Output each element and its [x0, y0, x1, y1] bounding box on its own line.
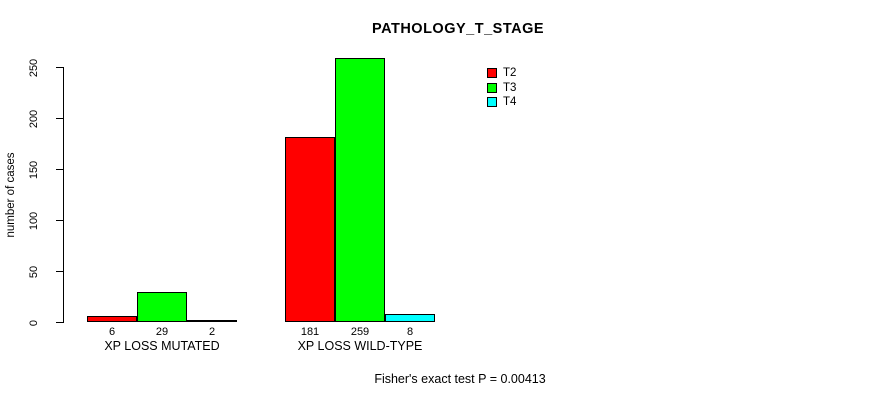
legend-row-t2: T2 [487, 66, 516, 81]
category-label-1: XP LOSS WILD-TYPE [297, 339, 423, 353]
legend-row-t3: T3 [487, 81, 516, 96]
legend-swatch-t3 [487, 82, 497, 93]
y-tick-label: 200 [28, 109, 40, 128]
legend-label: T3 [503, 81, 517, 94]
y-tick-label: 100 [28, 211, 40, 230]
y-tick-label: 150 [28, 160, 40, 179]
bar-t2-0 [87, 316, 137, 322]
y-axis-title: number of cases [5, 152, 17, 238]
bar-t3-0 [137, 292, 187, 322]
y-tick-mark [56, 271, 63, 272]
bar-value-label: 6 [108, 326, 116, 338]
bar-t4-0 [187, 320, 237, 322]
y-axis-line [63, 67, 64, 323]
y-tick-label: 250 [28, 58, 40, 77]
bar-value-label: 29 [155, 326, 169, 338]
legend-swatch-t4 [487, 97, 497, 108]
y-tick-mark [56, 169, 63, 170]
y-tick-label: 0 [28, 319, 40, 326]
bar-value-label: 181 [300, 326, 320, 338]
bar-value-label: 259 [350, 326, 370, 338]
y-tick-mark [56, 118, 63, 119]
legend-row-t4: T4 [487, 95, 516, 110]
legend-swatch-t2 [487, 68, 497, 79]
y-tick-label: 50 [28, 265, 40, 278]
chart-title: PATHOLOGY_T_STAGE [371, 21, 545, 37]
legend: T2 T3 T4 [487, 66, 516, 110]
legend-label: T4 [503, 96, 517, 109]
footnote-text: Fisher's exact test P = 0.00413 [374, 372, 546, 386]
bar-t2-1 [285, 137, 335, 322]
y-tick-mark [56, 220, 63, 221]
bar-value-label: 8 [406, 326, 414, 338]
y-tick-mark [56, 67, 63, 68]
bar-value-label: 2 [208, 326, 216, 338]
legend-label: T2 [503, 67, 517, 80]
bar-t4-1 [385, 314, 435, 322]
y-tick-mark [56, 322, 63, 323]
bar-t3-1 [335, 58, 385, 322]
category-label-0: XP LOSS MUTATED [104, 339, 220, 353]
